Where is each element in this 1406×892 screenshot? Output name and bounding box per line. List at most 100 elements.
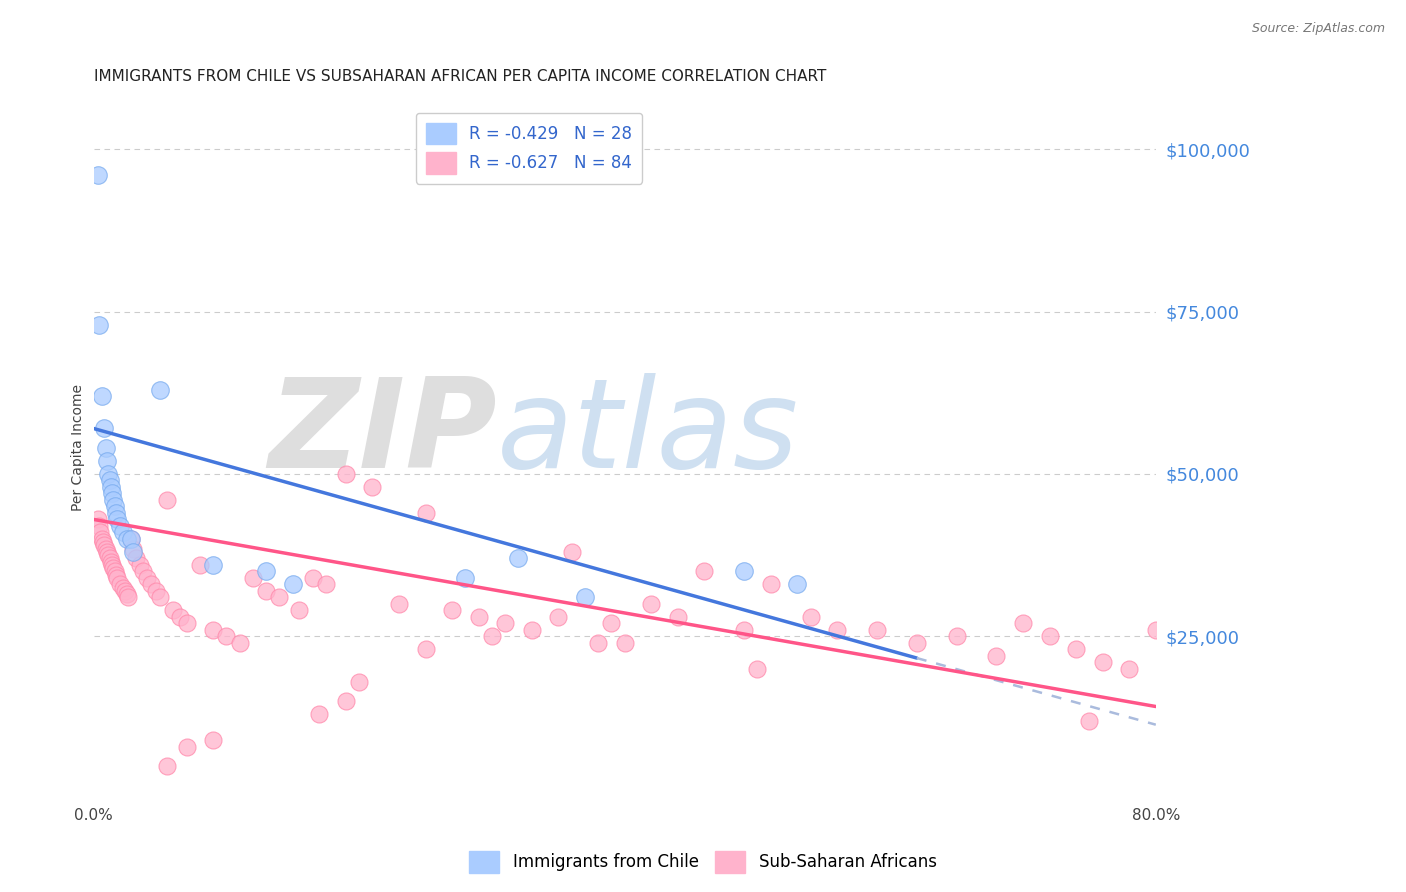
Point — [747, 662, 769, 676]
Point — [145, 583, 167, 598]
Point — [574, 591, 596, 605]
Point — [1039, 629, 1062, 643]
Point — [87, 318, 110, 332]
Point — [108, 577, 131, 591]
Point — [96, 454, 118, 468]
Point — [666, 610, 689, 624]
Point — [176, 616, 198, 631]
Point — [96, 545, 118, 559]
Point — [94, 541, 117, 556]
Point — [115, 532, 138, 546]
Point — [103, 561, 125, 575]
Point — [149, 591, 172, 605]
Point — [98, 551, 121, 566]
Point — [105, 506, 128, 520]
Point — [115, 587, 138, 601]
Point — [98, 474, 121, 488]
Point — [308, 707, 330, 722]
Point — [111, 525, 134, 540]
Point — [139, 577, 162, 591]
Point — [90, 389, 112, 403]
Point — [733, 565, 755, 579]
Text: atlas: atlas — [498, 374, 800, 494]
Point — [107, 571, 129, 585]
Point — [786, 577, 808, 591]
Point — [122, 541, 145, 556]
Point — [117, 591, 139, 605]
Point — [155, 759, 177, 773]
Point — [986, 648, 1008, 663]
Point — [105, 567, 128, 582]
Point — [101, 558, 124, 572]
Point — [600, 616, 623, 631]
Point — [1091, 656, 1114, 670]
Point — [254, 583, 277, 598]
Point — [269, 591, 291, 605]
Point — [388, 597, 411, 611]
Point — [202, 623, 225, 637]
Point — [335, 467, 357, 481]
Text: IMMIGRANTS FROM CHILE VS SUBSAHARAN AFRICAN PER CAPITA INCOME CORRELATION CHART: IMMIGRANTS FROM CHILE VS SUBSAHARAN AFRI… — [94, 69, 825, 84]
Point — [176, 739, 198, 754]
Point — [228, 636, 250, 650]
Point — [415, 642, 437, 657]
Point — [86, 512, 108, 526]
Point — [1144, 623, 1167, 637]
Point — [162, 603, 184, 617]
Point — [561, 545, 583, 559]
Point — [215, 629, 238, 643]
Point — [288, 603, 311, 617]
Point — [866, 623, 889, 637]
Point — [481, 629, 503, 643]
Point — [155, 492, 177, 507]
Point — [945, 629, 967, 643]
Point — [586, 636, 609, 650]
Point — [441, 603, 464, 617]
Point — [120, 532, 142, 546]
Point — [508, 551, 530, 566]
Point — [135, 571, 157, 585]
Point — [100, 555, 122, 569]
Point — [454, 571, 477, 585]
Point — [120, 532, 142, 546]
Point — [547, 610, 569, 624]
Point — [467, 610, 489, 624]
Point — [86, 168, 108, 182]
Point — [149, 383, 172, 397]
Point — [202, 733, 225, 747]
Point — [91, 535, 114, 549]
Point — [759, 577, 782, 591]
Point — [242, 571, 264, 585]
Point — [613, 636, 636, 650]
Point — [494, 616, 516, 631]
Point — [107, 512, 129, 526]
Point — [1078, 714, 1101, 728]
Point — [825, 623, 848, 637]
Point — [1012, 616, 1035, 631]
Point — [104, 565, 127, 579]
Point — [361, 480, 384, 494]
Point — [93, 421, 115, 435]
Point — [94, 441, 117, 455]
Point — [108, 519, 131, 533]
Point — [1118, 662, 1140, 676]
Point — [254, 565, 277, 579]
Point — [111, 581, 134, 595]
Point — [640, 597, 662, 611]
Point — [1064, 642, 1087, 657]
Point — [188, 558, 211, 572]
Text: Source: ZipAtlas.com: Source: ZipAtlas.com — [1251, 22, 1385, 36]
Point — [101, 486, 124, 500]
Point — [733, 623, 755, 637]
Y-axis label: Per Capita Income: Per Capita Income — [72, 384, 86, 511]
Point — [97, 467, 120, 481]
Point — [347, 674, 370, 689]
Point — [93, 538, 115, 552]
Point — [114, 583, 136, 598]
Point — [104, 500, 127, 514]
Point — [281, 577, 304, 591]
Point — [202, 558, 225, 572]
Legend: Immigrants from Chile, Sub-Saharan Africans: Immigrants from Chile, Sub-Saharan Afric… — [463, 845, 943, 880]
Point — [103, 492, 125, 507]
Point — [122, 545, 145, 559]
